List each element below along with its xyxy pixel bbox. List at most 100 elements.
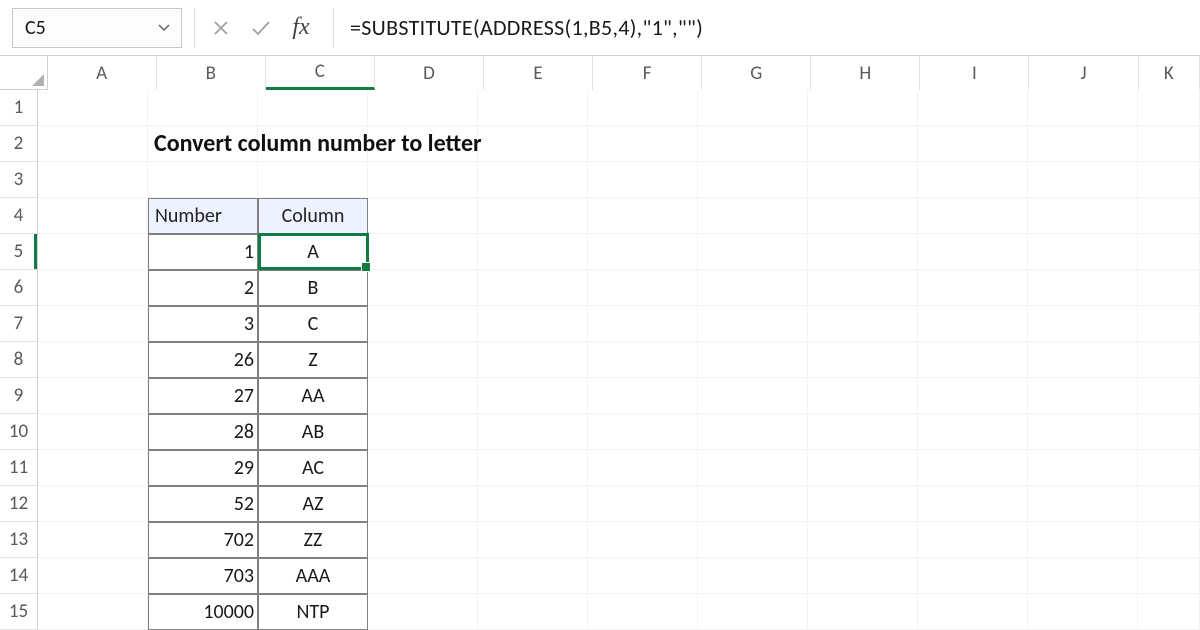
cell-D4[interactable] [368, 198, 478, 234]
cell-I8[interactable] [918, 342, 1028, 378]
select-all-corner[interactable] [0, 56, 48, 89]
cell-G14[interactable] [698, 558, 808, 594]
cell-K8[interactable] [1138, 342, 1200, 378]
cell-G11[interactable] [698, 450, 808, 486]
cell-K5[interactable] [1138, 234, 1200, 270]
cell-I1[interactable] [918, 90, 1028, 126]
row-header-2[interactable]: 2 [0, 126, 38, 162]
col-header-D[interactable]: D [375, 56, 484, 90]
cell-A4[interactable] [38, 198, 148, 234]
cell-C3[interactable] [258, 162, 368, 198]
cell-D7[interactable] [368, 306, 478, 342]
cell-A3[interactable] [38, 162, 148, 198]
cell-A7[interactable] [38, 306, 148, 342]
cell-F9[interactable] [588, 378, 698, 414]
cell-B7[interactable]: 3 [148, 306, 258, 342]
cell-H7[interactable] [808, 306, 918, 342]
cell-G4[interactable] [698, 198, 808, 234]
col-header-A[interactable]: A [48, 56, 157, 90]
cell-C12[interactable]: AZ [258, 486, 368, 522]
cell-D1[interactable] [368, 90, 478, 126]
cancel-icon[interactable] [201, 8, 241, 48]
cell-E7[interactable] [478, 306, 588, 342]
cell-G15[interactable] [698, 594, 808, 630]
cell-B3[interactable] [148, 162, 258, 198]
cell-H14[interactable] [808, 558, 918, 594]
cell-G6[interactable] [698, 270, 808, 306]
cell-A6[interactable] [38, 270, 148, 306]
row-header-14[interactable]: 14 [0, 558, 38, 594]
cell-I4[interactable] [918, 198, 1028, 234]
cell-D10[interactable] [368, 414, 478, 450]
cell-F12[interactable] [588, 486, 698, 522]
cell-D15[interactable] [368, 594, 478, 630]
cell-E12[interactable] [478, 486, 588, 522]
cell-B11[interactable]: 29 [148, 450, 258, 486]
cell-C7[interactable]: C [258, 306, 368, 342]
row-header-10[interactable]: 10 [0, 414, 38, 450]
col-header-K[interactable]: K [1139, 56, 1200, 90]
row-header-5[interactable]: 5 [0, 234, 38, 270]
cell-F11[interactable] [588, 450, 698, 486]
cell-E14[interactable] [478, 558, 588, 594]
cell-A1[interactable] [38, 90, 148, 126]
cell-J15[interactable] [1028, 594, 1138, 630]
cell-A11[interactable] [38, 450, 148, 486]
cell-E3[interactable] [478, 162, 588, 198]
col-header-C[interactable]: C [266, 56, 375, 90]
cell-C11[interactable]: AC [258, 450, 368, 486]
cell-A5[interactable] [38, 234, 148, 270]
cell-B8[interactable]: 26 [148, 342, 258, 378]
col-header-E[interactable]: E [484, 56, 593, 90]
cell-E4[interactable] [478, 198, 588, 234]
cell-G5[interactable] [698, 234, 808, 270]
cell-B10[interactable]: 28 [148, 414, 258, 450]
cell-F7[interactable] [588, 306, 698, 342]
cell-F2[interactable] [588, 126, 698, 162]
row-header-12[interactable]: 12 [0, 486, 38, 522]
cell-D13[interactable] [368, 522, 478, 558]
cell-G7[interactable] [698, 306, 808, 342]
cell-F3[interactable] [588, 162, 698, 198]
cell-K4[interactable] [1138, 198, 1200, 234]
cell-B12[interactable]: 52 [148, 486, 258, 522]
cell-C10[interactable]: AB [258, 414, 368, 450]
cell-I2[interactable] [918, 126, 1028, 162]
cell-J13[interactable] [1028, 522, 1138, 558]
cell-D3[interactable] [368, 162, 478, 198]
cell-E13[interactable] [478, 522, 588, 558]
cell-K7[interactable] [1138, 306, 1200, 342]
cell-C4-header-column[interactable]: Column [258, 198, 368, 234]
cell-A14[interactable] [38, 558, 148, 594]
cell-A15[interactable] [38, 594, 148, 630]
cell-G8[interactable] [698, 342, 808, 378]
row-header-15[interactable]: 15 [0, 594, 38, 630]
insert-function-icon[interactable]: fx [281, 8, 321, 48]
cell-J4[interactable] [1028, 198, 1138, 234]
cell-K9[interactable] [1138, 378, 1200, 414]
cell-D12[interactable] [368, 486, 478, 522]
col-header-H[interactable]: H [811, 56, 920, 90]
cell-D8[interactable] [368, 342, 478, 378]
cell-J9[interactable] [1028, 378, 1138, 414]
cell-E15[interactable] [478, 594, 588, 630]
cell-B13[interactable]: 702 [148, 522, 258, 558]
formula-input[interactable]: =SUBSTITUTE(ADDRESS(1,B5,4),"1","") [350, 8, 1200, 48]
cell-J7[interactable] [1028, 306, 1138, 342]
name-box[interactable]: C5 [12, 8, 182, 48]
cell-H1[interactable] [808, 90, 918, 126]
cell-K12[interactable] [1138, 486, 1200, 522]
row-header-7[interactable]: 7 [0, 306, 38, 342]
cell-K15[interactable] [1138, 594, 1200, 630]
cell-B14[interactable]: 703 [148, 558, 258, 594]
row-header-3[interactable]: 3 [0, 162, 38, 198]
cell-C1[interactable] [258, 90, 368, 126]
cell-J14[interactable] [1028, 558, 1138, 594]
cell-H12[interactable] [808, 486, 918, 522]
cell-B5[interactable]: 1 [148, 234, 258, 270]
cell-B1[interactable] [148, 90, 258, 126]
enter-check-icon[interactable] [241, 8, 281, 48]
cell-I9[interactable] [918, 378, 1028, 414]
cell-G3[interactable] [698, 162, 808, 198]
cell-J1[interactable] [1028, 90, 1138, 126]
